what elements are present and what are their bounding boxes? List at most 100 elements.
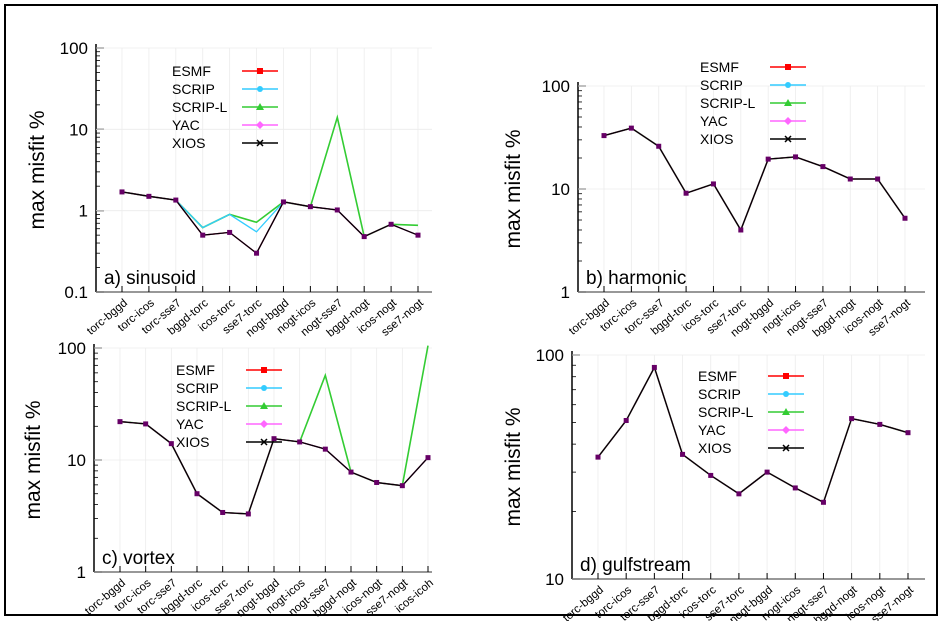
legend-label: SCRIP-L: [698, 404, 753, 420]
legend-label: YAC: [698, 422, 726, 438]
legend-label: XIOS: [172, 135, 205, 151]
data-point: [117, 419, 123, 425]
legend-marker-cross: [260, 438, 268, 446]
legend-label: SCRIP: [698, 386, 741, 402]
legend-marker-square: [783, 373, 789, 379]
y-tick-label: 1: [79, 202, 88, 221]
legend-marker-triangle: [256, 103, 264, 110]
legend-marker-diamond: [260, 420, 268, 428]
y-tick-label: 100: [542, 77, 570, 96]
data-point: [651, 364, 657, 370]
data-point: [280, 199, 286, 205]
data-point: [902, 215, 908, 221]
y-tick-label: 100: [536, 346, 564, 365]
data-point: [628, 125, 634, 131]
data-point: [847, 176, 853, 182]
legend-label: YAC: [172, 117, 200, 133]
data-point: [271, 436, 277, 442]
data-point: [738, 227, 744, 233]
y-tick-label: 1: [561, 283, 570, 302]
data-point: [415, 232, 421, 238]
series-line-scrip-l: [121, 114, 419, 238]
legend-marker-circle: [257, 86, 263, 92]
legend-label: ESMF: [172, 63, 211, 79]
data-point: [173, 197, 179, 203]
y-tick-label: 0.1: [64, 283, 88, 302]
data-point: [200, 232, 206, 238]
legend-label: SCRIP: [172, 81, 215, 97]
legend-marker-diamond: [256, 121, 264, 129]
y-axis-label: max misfit %: [502, 407, 525, 526]
legend-marker-square: [257, 68, 263, 74]
legend-marker-cross: [784, 135, 792, 143]
data-point: [708, 472, 714, 478]
data-point: [736, 491, 742, 497]
data-point: [792, 485, 798, 491]
legend-label: ESMF: [176, 362, 215, 378]
data-point: [297, 439, 303, 445]
legend-label: SCRIP: [176, 380, 219, 396]
legend-label: XIOS: [700, 131, 733, 147]
data-point: [361, 234, 367, 240]
data-point: [245, 511, 251, 517]
y-tick-label: 10: [69, 120, 88, 139]
data-point: [388, 221, 394, 227]
data-point: [334, 207, 340, 213]
legend-label: SCRIP-L: [700, 95, 755, 111]
panel-label: a) sinusoid: [104, 268, 196, 289]
legend-marker-triangle: [260, 402, 268, 409]
data-point: [322, 446, 328, 452]
legend-label: ESMF: [700, 59, 739, 75]
legend-marker-square: [261, 367, 267, 373]
legend-marker-circle: [783, 391, 789, 397]
series-line-xios: [597, 365, 909, 504]
y-tick-label: 10: [545, 570, 564, 589]
legend-marker-triangle: [782, 408, 790, 415]
data-point: [820, 499, 826, 505]
data-point: [146, 193, 152, 199]
data-point: [877, 421, 883, 427]
y-axis-label: max misfit %: [22, 400, 45, 519]
data-point: [425, 455, 431, 461]
series-line-yac: [121, 191, 419, 255]
data-point: [764, 469, 770, 475]
data-point: [793, 154, 799, 160]
data-point: [765, 156, 771, 162]
data-point: [168, 441, 174, 447]
y-tick-label: 100: [58, 339, 86, 358]
data-point: [680, 451, 686, 457]
legend-label: SCRIP-L: [172, 99, 227, 115]
y-tick-label: 1: [77, 563, 86, 582]
y-tick-label: 10: [551, 180, 570, 199]
legend-marker-diamond: [782, 426, 790, 434]
legend-marker-diamond: [784, 117, 792, 125]
data-point: [399, 483, 405, 489]
legend-label: XIOS: [698, 440, 731, 456]
data-point: [820, 164, 826, 170]
panel-label: b) harmonic: [586, 268, 686, 289]
y-axis-label: max misfit %: [502, 129, 525, 248]
legend-marker-cross: [782, 444, 790, 452]
legend-label: SCRIP: [700, 77, 743, 93]
legend-marker-circle: [785, 82, 791, 88]
y-axis-label: max misfit %: [26, 110, 49, 229]
series-line-esmf: [121, 191, 419, 255]
series-line-scrip-l: [597, 365, 909, 504]
data-point: [601, 133, 607, 139]
legend-label: YAC: [700, 113, 728, 129]
legend-label: YAC: [176, 416, 204, 432]
data-point: [623, 418, 629, 424]
data-point: [307, 204, 313, 210]
legend-marker-square: [785, 64, 791, 70]
legend-label: XIOS: [176, 434, 209, 450]
panel-label: d) gulfstream: [580, 555, 691, 576]
panel-label: c) vortex: [102, 548, 175, 569]
series-line-xios: [121, 191, 419, 255]
data-point: [656, 143, 662, 149]
legend-marker-circle: [261, 385, 267, 391]
data-point: [683, 190, 689, 196]
